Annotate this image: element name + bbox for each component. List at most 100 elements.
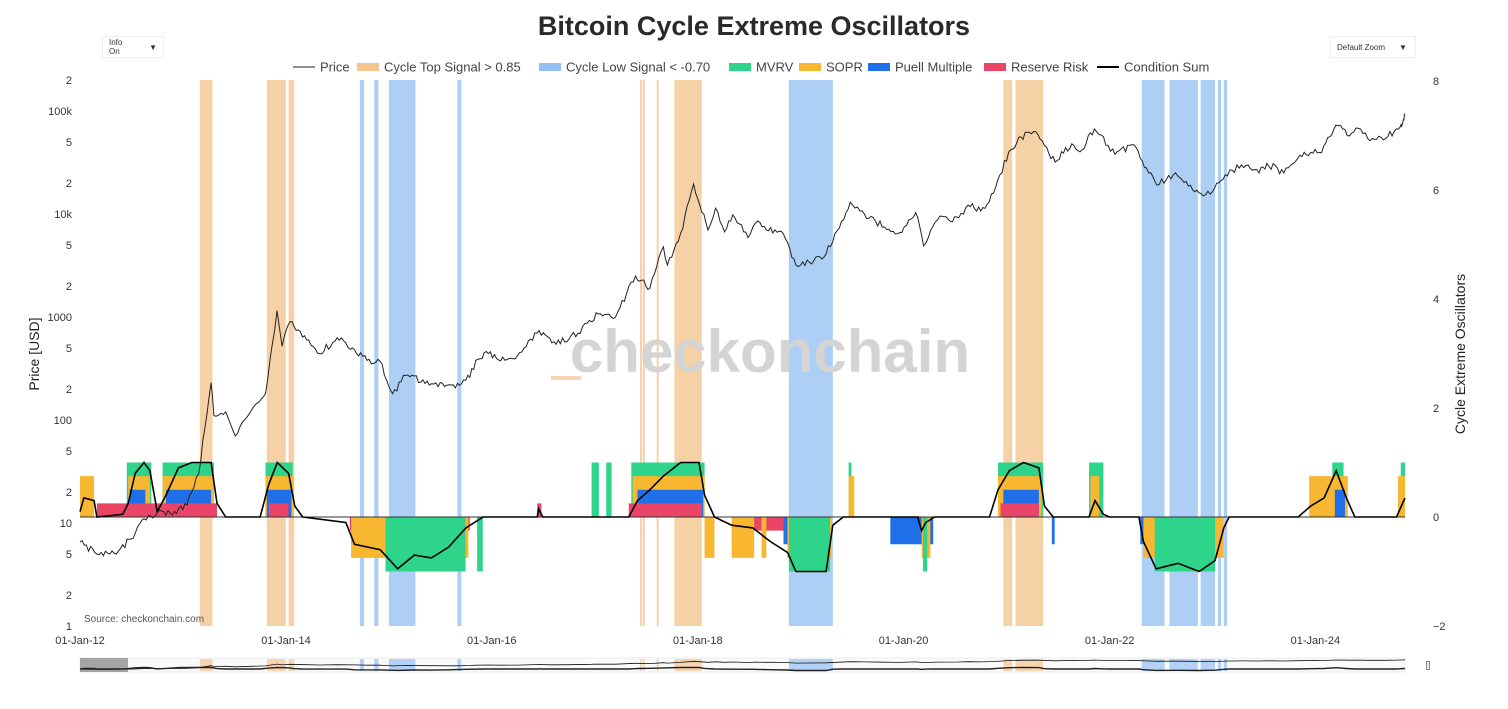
legend-swatch: [539, 63, 561, 71]
watermark-accent: [551, 376, 581, 380]
y-left-tick-label: 5: [66, 240, 72, 252]
range-slider-low-band: [1169, 659, 1198, 671]
y-left-tick-label: 2: [66, 178, 72, 190]
x-tick-label: 01-Jan-24: [1291, 635, 1341, 647]
legend-label: Price: [320, 60, 350, 75]
y-right-tick-label: −2: [1433, 621, 1446, 633]
chart-title: Bitcoin Cycle Extreme Oscillators: [538, 11, 970, 41]
range-slider-condition: [79, 666, 1406, 672]
y-left-tick-label: 5: [66, 446, 72, 458]
y-left-tick-label: 5: [66, 343, 72, 355]
cycle-low-band: [1200, 80, 1216, 626]
reserve-risk-bar: [628, 503, 702, 517]
legend-label: Condition Sum: [1124, 60, 1209, 75]
y-left-tick-label: 100: [54, 415, 72, 427]
cycle-low-band: [1217, 80, 1222, 626]
y-right-tick-label: 2: [1433, 403, 1439, 415]
watermark: checkonchain: [570, 318, 970, 385]
legend-swatch: [357, 63, 379, 71]
range-slider-top-band: [1003, 659, 1013, 671]
y-left-tick-label: 2: [66, 75, 72, 87]
range-slider-low-band: [788, 659, 833, 671]
legend-label: Cycle Top Signal > 0.85: [384, 60, 521, 75]
range-slider-low-band: [1223, 659, 1228, 671]
legend-label: Cycle Low Signal < -0.70: [566, 60, 710, 75]
range-slider-top-band: [199, 659, 213, 671]
y-left-tick-label: 2: [66, 487, 72, 499]
range-slider[interactable]: [79, 657, 1406, 673]
y-left-tick-label: 100k: [48, 106, 72, 118]
cycle-low-band: [359, 80, 365, 626]
cycle-low-band: [457, 80, 462, 626]
cycle-low-band: [1223, 80, 1228, 626]
y-left-tick-label: 2: [66, 281, 72, 293]
legend-swatch: [868, 63, 890, 71]
source-note: Source: checkonchain.com: [84, 614, 204, 625]
range-slider-mask: [80, 658, 128, 672]
y-left-tick-label: 2: [66, 384, 72, 396]
range-slider-top-band: [1015, 659, 1044, 671]
legend: Price Cycle Top Signal > 0.85 Cycle Low Si…: [293, 60, 1209, 75]
y-left-tick-label: 5: [66, 137, 72, 149]
y-right-label: Cycle Extreme Oscillators: [1452, 274, 1468, 434]
mvrv-bar: [788, 517, 831, 572]
cycle-top-band: [288, 80, 295, 626]
cycle-top-band: [674, 80, 702, 626]
info-toggle-dropdown[interactable]: Info On ▼: [102, 36, 164, 58]
cycle-top-band: [199, 80, 213, 626]
x-tick-label: 01-Jan-20: [879, 635, 929, 647]
cycle-low-band: [374, 80, 379, 626]
range-slider-top-band: [640, 659, 642, 671]
legend-swatch: [984, 63, 1006, 71]
y-left-tick-label: 2: [66, 590, 72, 602]
cycle-top-band: [642, 80, 645, 626]
cycle-low-band: [1141, 80, 1165, 626]
y-right-tick-label: 4: [1433, 294, 1439, 306]
chevron-down-icon: ▼: [149, 42, 157, 52]
legend-label: MVRV: [756, 60, 794, 75]
range-slider-price: [79, 659, 1406, 670]
cycle-top-band: [1015, 80, 1044, 626]
condition-sum-line: [79, 461, 1406, 573]
range-slider-handle[interactable]: [1426, 661, 1430, 670]
sopr-bar: [80, 476, 95, 517]
legend-swatch: [799, 63, 821, 71]
legend-label: Puell Multiple: [895, 60, 972, 75]
cycle-top-band: [1003, 80, 1013, 626]
cycle-top-band: [640, 80, 643, 626]
y-left-tick-label: 5: [66, 549, 72, 561]
price-line: [79, 112, 1406, 557]
y-right-tick-label: 0: [1433, 512, 1439, 524]
cycle-top-band: [656, 80, 659, 626]
info-toggle-label: Info On: [109, 38, 123, 56]
range-slider-top-band: [288, 659, 295, 671]
mvrv-bar: [1154, 517, 1216, 572]
legend-swatch: [729, 63, 751, 71]
puell-bar: [1334, 489, 1345, 517]
range-slider-low-band: [1141, 659, 1165, 671]
x-tick-label: 01-Jan-16: [467, 635, 517, 647]
y-left-axis: 1 2 5 10 2 5 100 2 5 1000 2 5 10k 2 5 100k 2: [48, 75, 73, 633]
mvrv-bar: [606, 462, 612, 517]
y-left-label: Price [USD]: [26, 317, 42, 390]
range-slider-top-band: [674, 659, 702, 671]
mvrv-bar: [591, 462, 599, 517]
reserve-risk-bar: [1000, 503, 1039, 517]
zoom-dropdown[interactable]: Default Zoom ▼: [1330, 36, 1416, 58]
sopr-bar: [1090, 476, 1100, 517]
y-right-tick-label: 8: [1433, 76, 1439, 88]
mvrv-bar: [385, 517, 466, 572]
x-tick-label: 01-Jan-12: [55, 635, 105, 647]
y-left-tick-label: 10: [60, 518, 72, 530]
range-slider-low-band: [457, 659, 462, 671]
y-right-tick-label: 6: [1433, 185, 1439, 197]
sopr-bar: [704, 517, 715, 558]
sopr-bar: [848, 476, 855, 517]
x-axis: 01-Jan-12 01-Jan-14 01-Jan-16 01-Jan-18 01-J…: [55, 635, 1340, 647]
range-slider-low-band: [388, 659, 416, 671]
x-tick-label: 01-Jan-22: [1085, 635, 1135, 647]
zoom-label: Default Zoom: [1337, 42, 1386, 52]
y-left-tick-label: 1: [66, 621, 72, 633]
range-slider-top-band: [642, 659, 645, 671]
